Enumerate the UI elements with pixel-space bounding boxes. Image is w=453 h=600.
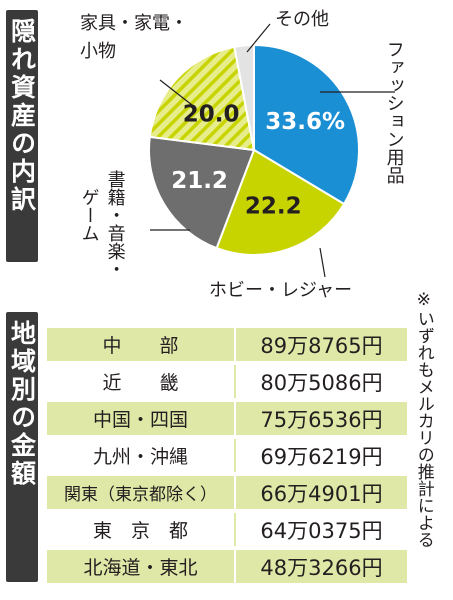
pie-value-labels: 33.6% 22.2 21.2 20.0 bbox=[171, 102, 345, 220]
region-cell: 北海道・東北 bbox=[83, 557, 198, 579]
pie-slice-5 bbox=[233, 43, 255, 151]
amount-cell: 80万5086円 bbox=[234, 365, 407, 398]
pie-value-3: 21.2 bbox=[171, 168, 228, 194]
breakdown-title-box: 隠れ資産の内訳 bbox=[6, 10, 38, 262]
label-fashion: ファッション用品 bbox=[383, 40, 405, 184]
label-books-2: ゲーム bbox=[78, 188, 100, 242]
region-cell: 関東（東京都除く） bbox=[64, 485, 217, 505]
pie-slices bbox=[148, 43, 360, 256]
table-row: 九州・沖縄 69万6219円 bbox=[47, 439, 407, 472]
table-row: 中 部 89万8765円 bbox=[47, 328, 407, 361]
pie-slice-3 bbox=[148, 135, 256, 250]
pie-slice-4 bbox=[148, 45, 256, 152]
amount-cell: 69万6219円 bbox=[234, 439, 407, 472]
pie-slice-2 bbox=[215, 148, 346, 256]
leader-furniture bbox=[159, 79, 193, 106]
table-row: 北海道・東北 48万3266円 bbox=[47, 550, 407, 583]
label-books-1: 書籍・音楽・ bbox=[104, 170, 126, 278]
pie-value-1: 33.6% bbox=[265, 109, 345, 135]
leader-hobby bbox=[319, 247, 326, 278]
region-cell: 東 京 都 bbox=[92, 520, 188, 542]
region-cell: 九州・沖縄 bbox=[92, 446, 188, 468]
amount-cell: 48万3266円 bbox=[234, 550, 407, 583]
table-row: 関東（東京都除く） 66万4901円 bbox=[47, 476, 407, 509]
label-furniture-2: 小物 bbox=[80, 41, 116, 62]
amount-cell: 75万6536円 bbox=[234, 402, 407, 435]
region-cell: 近 畿 bbox=[102, 372, 179, 394]
leader-lines bbox=[150, 23, 395, 278]
label-hobby: ホビー・レジャー bbox=[209, 280, 353, 301]
pie-value-4: 20.0 bbox=[183, 102, 240, 128]
amount-cell: 89万8765円 bbox=[234, 328, 407, 361]
label-other: その他 bbox=[275, 9, 329, 30]
region-cell: 中 部 bbox=[102, 335, 179, 357]
table-row: 中国・四国 75万6536円 bbox=[47, 402, 407, 435]
pie-slice-1 bbox=[253, 43, 360, 206]
amount-cell: 64万0375円 bbox=[234, 513, 407, 546]
regional-table: 中 部 89万8765円近 畿 80万5086円中国・四国 75万6536円九州・沖縄… bbox=[47, 328, 407, 587]
table-row: 東 京 都 64万0375円 bbox=[47, 513, 407, 546]
pie-value-2: 22.2 bbox=[245, 194, 302, 220]
region-cell: 中国・四国 bbox=[92, 409, 188, 431]
table-row: 近 畿 80万5086円 bbox=[47, 365, 407, 398]
source-note: ※いずれもメルカリの推計による bbox=[413, 290, 434, 548]
regional-title-box: 地域別の金額 bbox=[6, 312, 38, 582]
regional-title: 地域別の金額 bbox=[7, 320, 37, 488]
label-furniture-1: 家具・家電・ bbox=[80, 13, 188, 34]
breakdown-title: 隠れ資産の内訳 bbox=[7, 18, 37, 214]
leader-other bbox=[246, 23, 271, 53]
amount-cell: 66万4901円 bbox=[234, 476, 407, 509]
